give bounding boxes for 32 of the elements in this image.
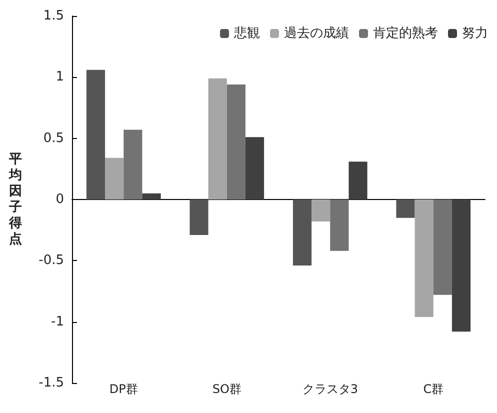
bar — [348, 162, 368, 200]
y-tick-label: 1.5 — [43, 8, 64, 24]
bar — [86, 70, 106, 200]
y-tick-label: -0.5 — [38, 253, 64, 268]
legend-label: 努力 — [462, 26, 488, 41]
y-tick-label: 1 — [56, 70, 64, 85]
x-tick-label: DP群 — [109, 382, 138, 396]
bar — [396, 200, 415, 218]
legend-label: 悲観 — [233, 26, 260, 41]
bar — [292, 200, 312, 266]
y-tick-label: 0.5 — [43, 130, 64, 146]
bar — [312, 200, 330, 222]
bar — [105, 158, 124, 200]
bar — [245, 137, 264, 200]
x-tick-label: クラスタ3 — [302, 382, 358, 396]
bar — [452, 200, 471, 332]
legend-label: 肯定的熟考 — [373, 26, 438, 41]
x-tick-label: C群 — [423, 382, 444, 396]
bar — [190, 200, 208, 235]
bar — [142, 193, 161, 200]
legend-label: 過去の成績 — [284, 26, 349, 41]
bar — [414, 200, 434, 317]
y-tick-label: -1.5 — [38, 376, 64, 390]
bar — [330, 200, 349, 251]
bar — [124, 130, 142, 200]
bar — [208, 78, 227, 200]
y-tick-label: -1 — [51, 314, 64, 330]
y-axis-title: 平均因子得点 — [8, 152, 22, 247]
bar — [226, 84, 246, 200]
x-tick-label: SO群 — [212, 382, 242, 396]
y-tick-label: 0 — [56, 192, 64, 207]
bar — [433, 200, 452, 295]
